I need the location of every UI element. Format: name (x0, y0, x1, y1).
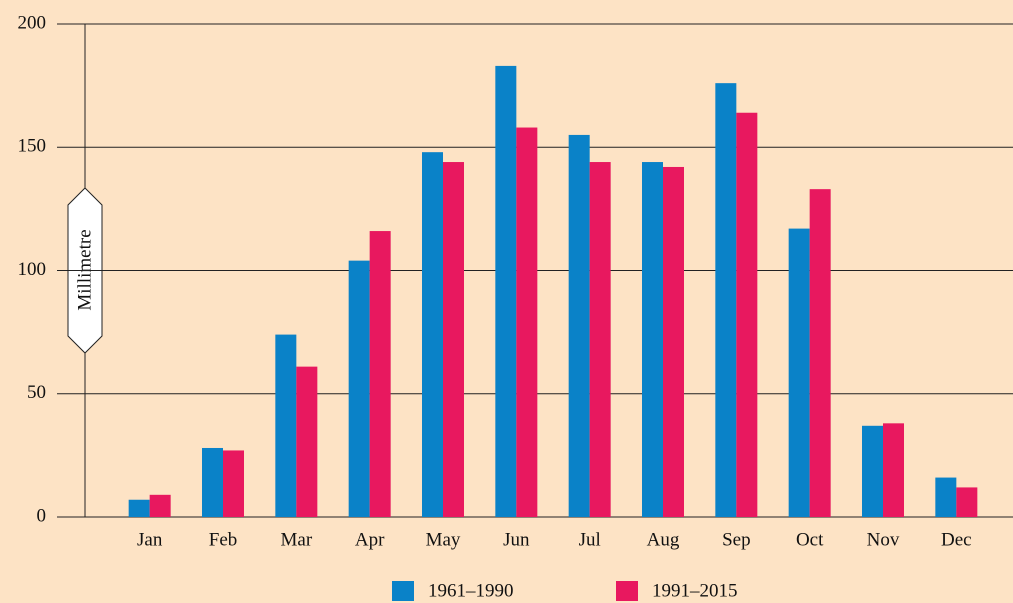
bar (296, 366, 318, 517)
x-tick-label: Jan (137, 529, 163, 550)
y-tick-label: 150 (18, 136, 47, 157)
bar (589, 162, 611, 518)
y-tick-label: 0 (37, 505, 47, 526)
bar (369, 231, 391, 517)
bar (223, 450, 244, 517)
bar (348, 260, 370, 517)
x-tick-label: Jul (579, 529, 601, 550)
x-tick-label: Feb (209, 529, 238, 550)
bar (149, 494, 171, 517)
legend-swatch (392, 581, 414, 601)
bar (956, 487, 978, 517)
bar (663, 166, 684, 517)
bar (862, 425, 883, 517)
x-tick-label: Apr (355, 529, 385, 550)
x-tick-label: Dec (941, 529, 972, 550)
bar (809, 189, 831, 517)
x-tick-label: Jun (503, 529, 530, 550)
bar (883, 423, 904, 517)
legend-swatch (616, 581, 638, 601)
bar (935, 477, 957, 517)
bar (422, 152, 443, 517)
bar (788, 228, 810, 517)
bar (642, 162, 663, 518)
bar (516, 127, 538, 517)
bar (715, 83, 737, 517)
y-tick-label: 50 (27, 382, 46, 403)
x-tick-label: May (426, 529, 461, 550)
x-tick-label: Mar (281, 529, 313, 550)
legend-label: 1991–2015 (652, 580, 738, 601)
bar (202, 447, 223, 517)
legend-label: 1961–1990 (428, 580, 514, 601)
y-tick-label: 200 (18, 12, 47, 33)
bar (128, 499, 150, 517)
bar (275, 334, 297, 517)
bar (443, 162, 464, 518)
x-tick-label: Oct (796, 529, 824, 550)
x-tick-label: Aug (647, 529, 680, 550)
x-tick-label: Nov (867, 529, 900, 550)
x-tick-label: Sep (722, 529, 751, 550)
bar (736, 112, 758, 518)
bar (568, 134, 590, 518)
y-tick-label: 100 (18, 259, 47, 280)
bar (495, 65, 517, 517)
